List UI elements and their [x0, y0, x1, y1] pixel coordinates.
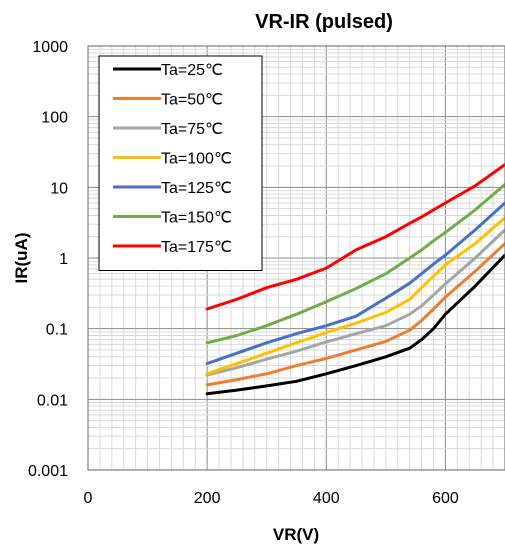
y-tick-label: 10 [50, 180, 68, 197]
chart-legend: Ta=25℃ Ta=50℃ Ta=75℃ Ta=100℃ Ta=125℃ Ta=150℃ T… [98, 55, 263, 271]
series-line [205, 242, 505, 387]
y-tick-label: 0.1 [46, 322, 68, 339]
series-line [205, 163, 505, 311]
legend-label: Ta=175℃ [161, 239, 232, 256]
y-tick-label: 1 [59, 251, 68, 268]
legend-box [98, 55, 263, 271]
series-line [205, 216, 505, 376]
y-tick-label: 100 [41, 110, 68, 127]
series-line [205, 253, 505, 396]
x-tick-label: 200 [194, 490, 221, 507]
y-tick-label: 1000 [32, 39, 68, 56]
x-tick-label: 0 [84, 490, 93, 507]
series-line [205, 201, 505, 366]
legend-label: Ta=100℃ [161, 151, 232, 168]
legend-label: Ta=75℃ [161, 121, 223, 138]
series-line [205, 228, 505, 377]
axis-ticks: 0 200 400 600 1000 100 10 1 0.1 0.01 0.001 [28, 39, 459, 507]
y-tick-label: 0.001 [28, 463, 68, 480]
legend-label: Ta=25℃ [161, 62, 223, 79]
legend-label: Ta=50℃ [161, 92, 223, 109]
x-tick-label: 600 [432, 490, 459, 507]
chart-series [205, 163, 505, 396]
series-line [205, 182, 505, 345]
y-tick-label: 0.01 [37, 392, 68, 409]
x-axis-label: VR(V) [273, 525, 319, 544]
legend-label: Ta=150℃ [161, 210, 232, 227]
legend-label: Ta=125℃ [161, 180, 232, 197]
y-axis-label: IR(uA) [12, 233, 31, 284]
plot-area-frame [87, 45, 505, 471]
chart-title: VR-IR (pulsed) [255, 11, 393, 33]
x-tick-label: 400 [313, 490, 340, 507]
